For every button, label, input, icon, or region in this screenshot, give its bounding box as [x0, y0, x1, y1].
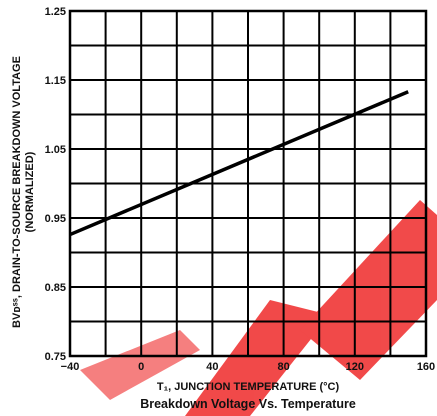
plot-frame	[68, 9, 428, 358]
series-line	[69, 90, 409, 237]
y-tick-label: 0.85	[45, 282, 66, 294]
watermark	[80, 200, 437, 416]
series-group	[69, 90, 409, 237]
y-tick-label: 0.75	[45, 351, 66, 363]
y-tick-label: 1.15	[45, 75, 66, 87]
y-tick-label: 1.05	[45, 144, 66, 156]
y-tick-label: 1.25	[45, 6, 66, 18]
x-tick-label: 160	[417, 361, 435, 373]
y-tick-label: 0.95	[45, 213, 66, 225]
y-axis-title: BVᴅˢˢ, DRAIN-TO-SOURCE BREAKDOWN VOLTAGE	[11, 56, 23, 328]
x-tick-label: 120	[346, 361, 364, 373]
x-tick-label: 80	[277, 361, 289, 373]
x-tick-label: 0	[138, 361, 144, 373]
x-tick-label: −40	[61, 361, 80, 373]
x-tick-label: 40	[206, 361, 218, 373]
x-axis-title: T₁, JUNCTION TEMPERATURE (°C)	[157, 381, 340, 393]
chart-title: Breakdown Voltage Vs. Temperature	[140, 397, 356, 411]
y-axis-subtitle: (NORMALIZED)	[24, 151, 36, 232]
plot-border	[68, 9, 428, 358]
grid	[70, 11, 426, 356]
x-tick-labels: −40 0 40 80 120 160	[61, 361, 436, 373]
y-tick-labels: 0.75 0.85 0.95 1.05 1.15 1.25	[45, 6, 66, 363]
